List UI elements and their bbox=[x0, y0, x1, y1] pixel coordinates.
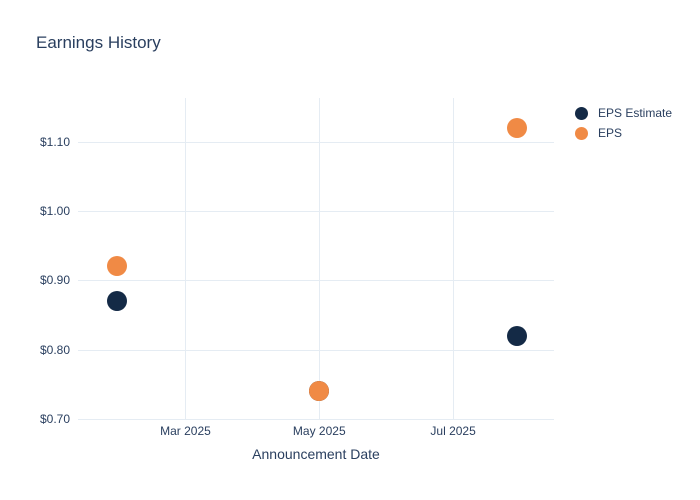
y-gridline bbox=[78, 141, 554, 143]
y-tick-label: $1.00 bbox=[39, 204, 70, 218]
x-gridline bbox=[453, 98, 455, 419]
y-gridline bbox=[78, 280, 554, 282]
data-point-eps[interactable] bbox=[506, 117, 527, 138]
legend-marker-icon bbox=[575, 106, 588, 120]
legend-label: EPS Estimate bbox=[598, 106, 673, 120]
x-tick-label: May 2025 bbox=[292, 424, 346, 438]
chart-title: Earnings History bbox=[36, 33, 161, 52]
y-gridline bbox=[78, 349, 554, 351]
x-gridline bbox=[319, 98, 321, 419]
legend-item-eps-estimate[interactable]: EPS Estimate bbox=[575, 106, 672, 120]
y-tick-label: $0.70 bbox=[39, 412, 70, 426]
legend-label: EPS bbox=[598, 126, 623, 140]
y-tick-label: $0.90 bbox=[39, 273, 70, 288]
y-tick-label: $1.10 bbox=[39, 134, 70, 149]
data-point-eps[interactable] bbox=[107, 256, 128, 277]
y-gridline bbox=[78, 419, 554, 420]
data-point-eps-estimate[interactable] bbox=[107, 291, 128, 312]
data-point-eps-estimate[interactable] bbox=[506, 325, 527, 346]
x-tick-label: Jul 2025 bbox=[430, 424, 476, 438]
x-gridline bbox=[185, 98, 187, 419]
plot-area: $0.70 $0.80 $0.90 $1.00 $1.10 Mar 2025 May 202… bbox=[40, 98, 554, 438]
legend-item-eps[interactable]: EPS bbox=[575, 126, 672, 140]
legend-marker-icon bbox=[575, 126, 588, 140]
y-gridline bbox=[78, 211, 554, 212]
data-point-eps[interactable] bbox=[309, 381, 330, 402]
x-axis-title: Announcement Date bbox=[252, 446, 380, 462]
x-tick-label: Mar 2025 bbox=[160, 424, 211, 438]
legend: EPS Estimate EPS bbox=[575, 106, 672, 140]
y-tick-label: $0.80 bbox=[39, 342, 70, 357]
